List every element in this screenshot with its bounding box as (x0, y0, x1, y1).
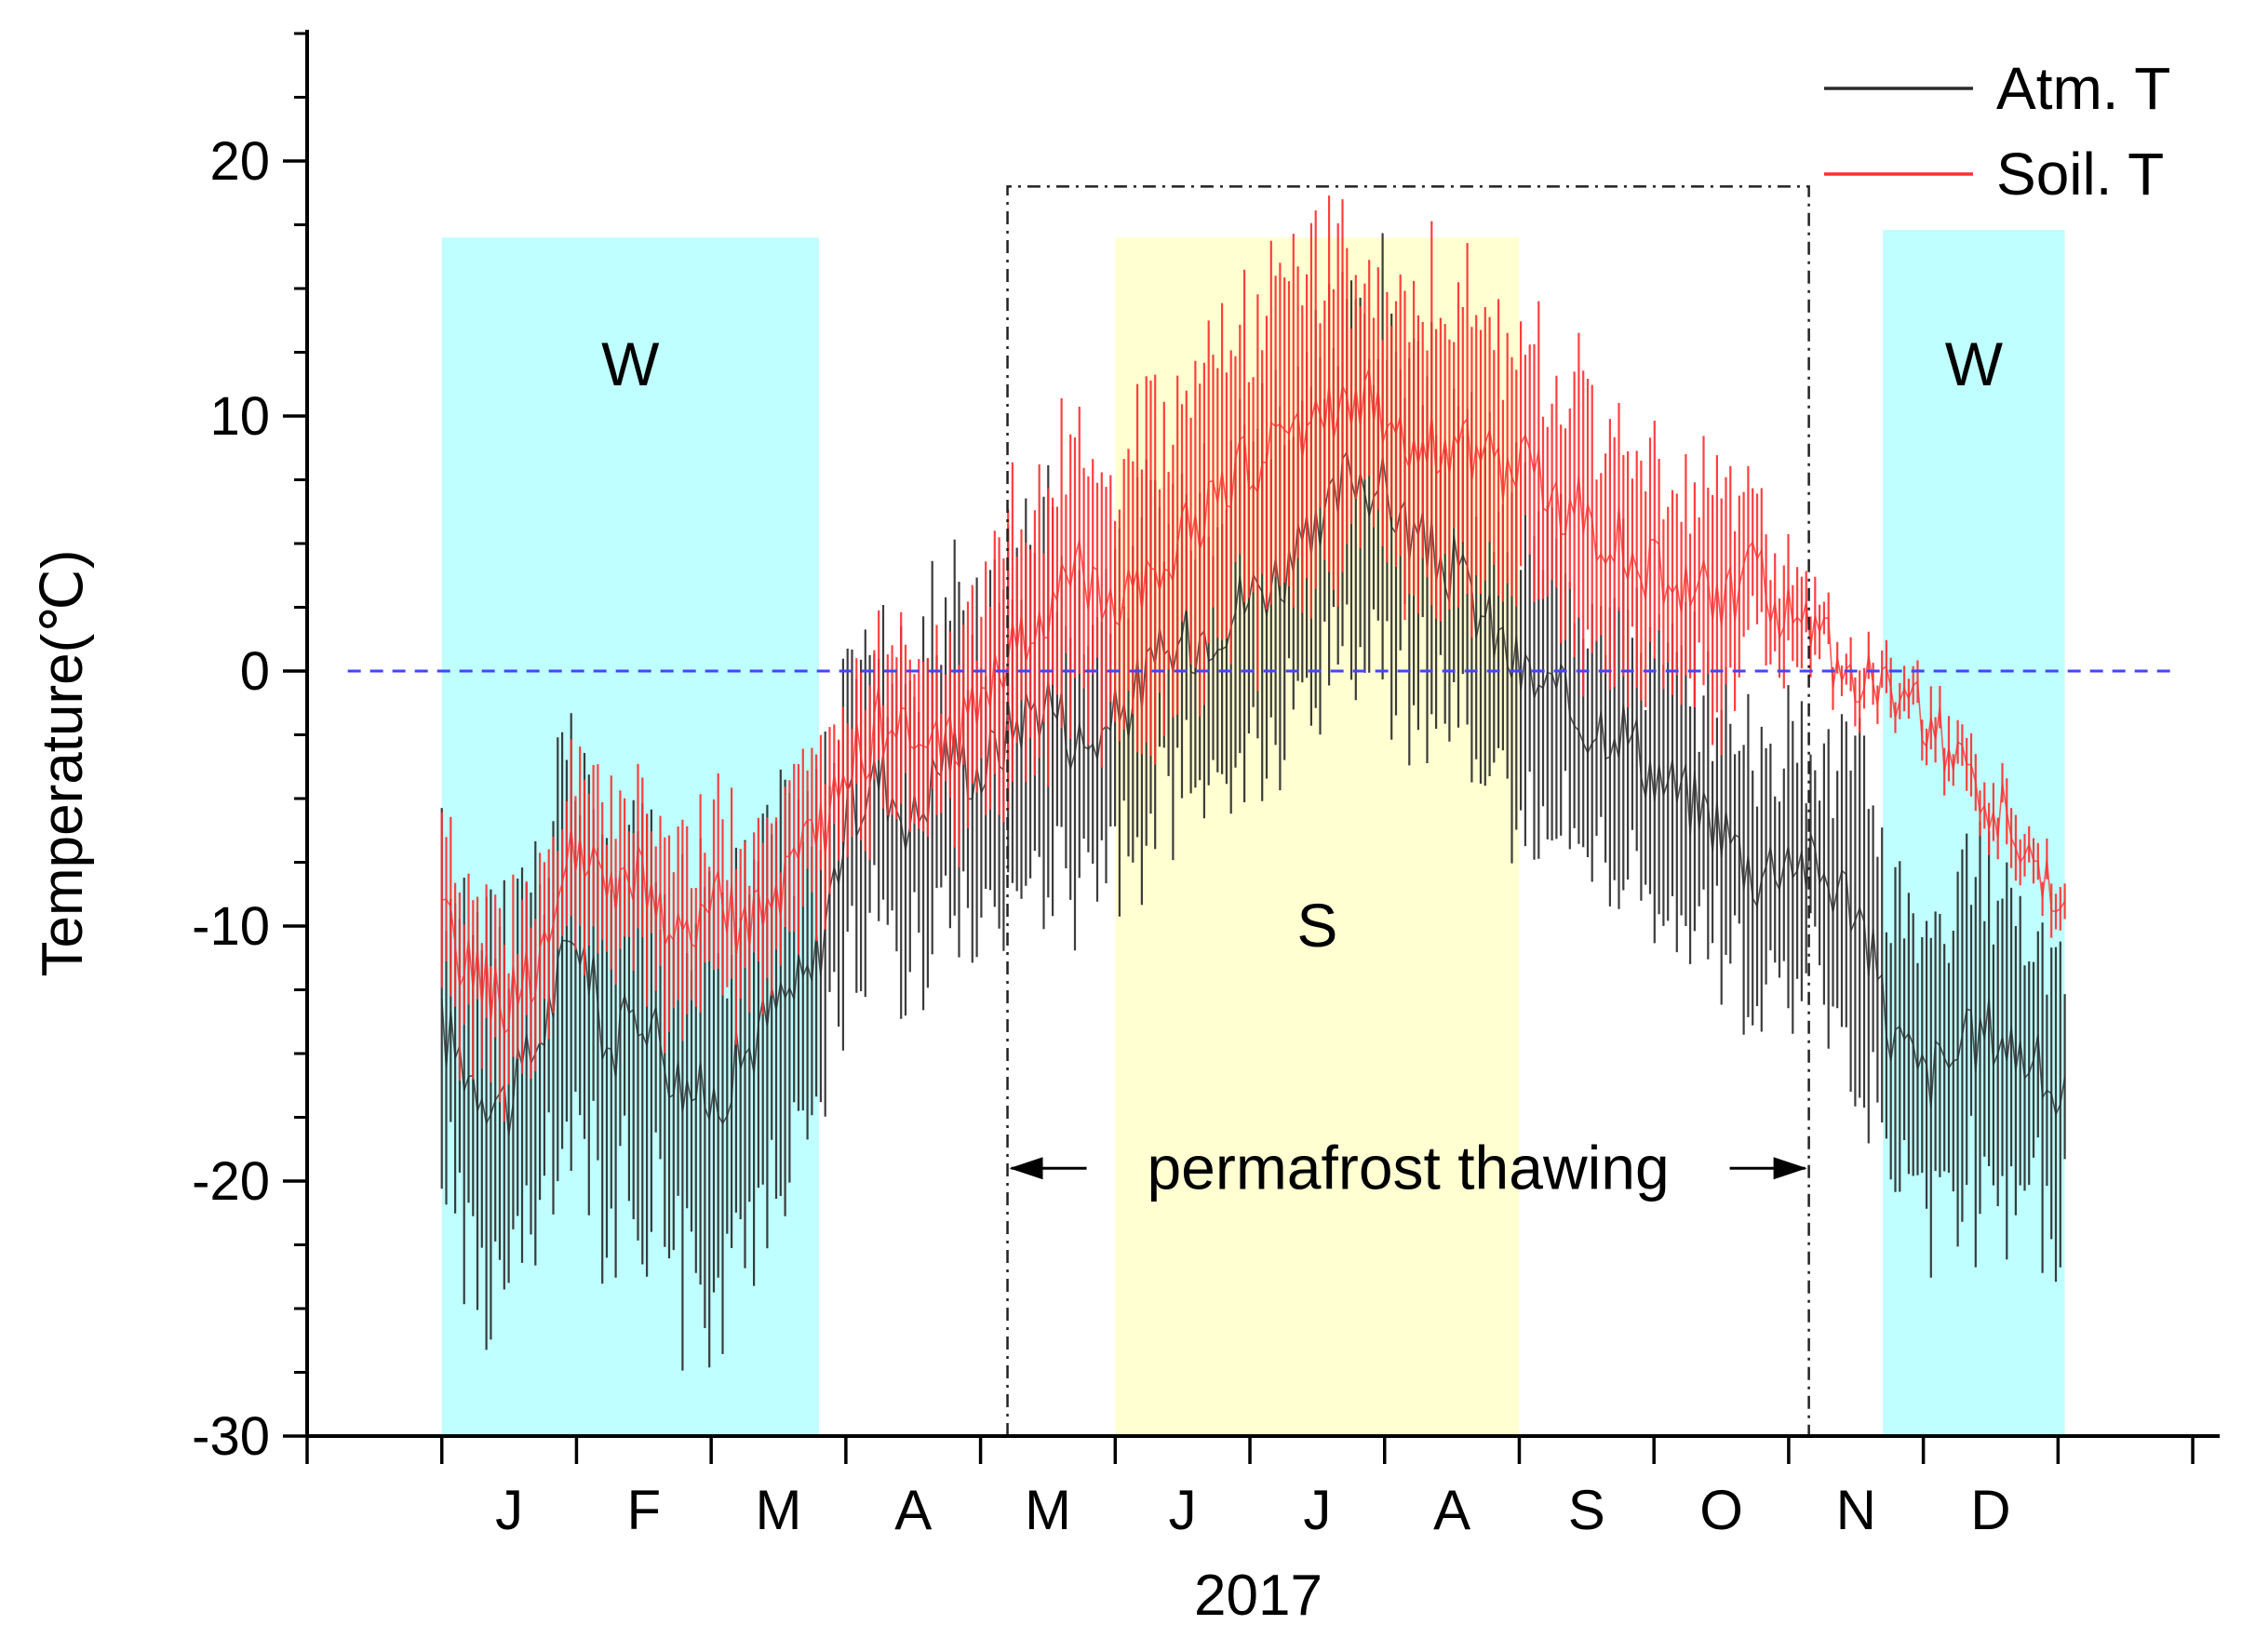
y-tick-label-2: -10 (192, 896, 270, 957)
y-tick-label-0: -30 (192, 1406, 270, 1467)
legend-label-1: Soil. T (1996, 141, 2164, 208)
y-axis-title: Temperature(℃) (31, 550, 95, 977)
month-label-9: O (1699, 1479, 1743, 1541)
soil-temperature-series (440, 195, 2066, 1121)
legend: Atm. T Soil. T (1824, 55, 2170, 208)
y-tick-label-5: 20 (209, 131, 270, 192)
thawing-label: permafrost thawing (1147, 1133, 1669, 1202)
x-axis-title: 2017 (1194, 1564, 1322, 1628)
permafrost-thawing-annotation: permafrost thawing (1006, 185, 1810, 1436)
thawing-left-arrow-head (1009, 1157, 1043, 1180)
month-label-3: A (894, 1479, 932, 1541)
month-label-5: J (1169, 1479, 1197, 1541)
region-1-label: S (1296, 891, 1337, 960)
thawing-period-box (1006, 185, 1810, 1436)
legend-label-0: Atm. T (1996, 55, 2170, 122)
month-label-7: A (1433, 1479, 1470, 1541)
region-0-label: W (601, 329, 660, 398)
y-tick-label-1: -20 (192, 1151, 270, 1212)
region-2-background (1883, 229, 2065, 1437)
axes: -30 -20 -10 0 10 20 J F M A M J J A S O N D (192, 30, 2220, 1541)
month-label-6: J (1303, 1479, 1331, 1541)
month-label-4: M (1025, 1479, 1071, 1541)
month-label-11: D (1970, 1479, 2010, 1541)
month-label-8: S (1568, 1479, 1605, 1541)
month-label-1: F (626, 1479, 661, 1541)
thawing-right-arrow-head (1773, 1157, 1807, 1180)
y-tick-label-4: 10 (209, 386, 270, 447)
region-2-label: W (1945, 329, 2004, 398)
soilt-mean-line (441, 368, 2066, 1035)
month-label-10: N (1836, 1479, 1876, 1541)
month-label-2: M (756, 1479, 802, 1541)
y-tick-label-3: 0 (240, 641, 270, 702)
month-label-0: J (495, 1479, 523, 1541)
